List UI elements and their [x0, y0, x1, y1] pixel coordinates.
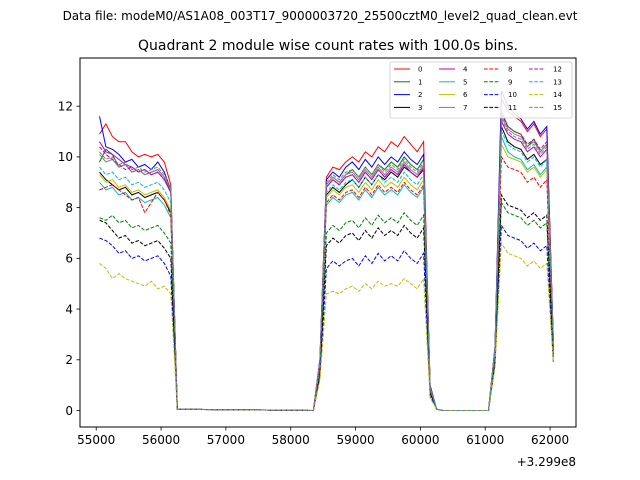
y-tick-label: 2 [65, 353, 73, 367]
x-tick-label: 56000 [142, 433, 180, 447]
series-line-10 [99, 223, 554, 412]
series-line-8 [99, 155, 554, 412]
legend-label-3: 3 [418, 104, 422, 112]
legend-box [389, 61, 573, 119]
series-line-9 [99, 200, 554, 412]
series-line-3 [99, 126, 554, 412]
series-line-14 [99, 241, 554, 412]
legend-label-6: 6 [463, 91, 468, 99]
legend-label-14: 14 [553, 91, 562, 99]
legend-label-1: 1 [418, 78, 422, 86]
legend-label-10: 10 [508, 91, 517, 99]
x-tick-label: 62000 [531, 433, 569, 447]
y-tick-label: 6 [65, 252, 73, 266]
chart-title: Quadrant 2 module wise count rates with … [138, 38, 518, 54]
x-tick-label: 60000 [401, 433, 439, 447]
x-tick-label: 61000 [466, 433, 504, 447]
series-line-11 [99, 193, 554, 412]
legend-label-7: 7 [463, 104, 467, 112]
legend-label-4: 4 [463, 66, 468, 74]
y-tick-label: 0 [65, 404, 73, 418]
x-offset-label: +3.299e8 [517, 455, 576, 469]
y-tick-label: 10 [58, 150, 73, 164]
x-tick-label: 58000 [272, 433, 310, 447]
plot-lines [99, 90, 554, 412]
legend-label-8: 8 [508, 66, 512, 74]
legend-label-2: 2 [418, 91, 422, 99]
legend-label-0: 0 [418, 66, 422, 74]
series-line-5 [99, 136, 554, 412]
series-line-15 [99, 118, 554, 412]
series-line-6 [99, 143, 554, 412]
x-tick-label: 59000 [336, 433, 374, 447]
legend-label-5: 5 [463, 78, 467, 86]
suptitle: Data file: modeM0/AS1A08_003T17_90000037… [63, 9, 578, 23]
legend-label-13: 13 [553, 78, 562, 86]
x-axis: 55000 56000 57000 58000 59000 60000 61000 62000 [77, 427, 569, 447]
series-line-13 [99, 131, 554, 412]
y-tick-label: 8 [65, 201, 73, 215]
y-tick-label: 4 [65, 302, 73, 316]
y-axis: 0 2 4 6 8 10 12 [58, 99, 80, 418]
series-line-7 [99, 116, 554, 412]
legend-label-15: 15 [553, 104, 562, 112]
x-tick-label: 55000 [77, 433, 115, 447]
legend-label-9: 9 [508, 78, 512, 86]
legend-label-11: 11 [508, 104, 517, 112]
legend-label-12: 12 [553, 66, 562, 74]
axes-frame [79, 57, 577, 428]
x-tick-label: 57000 [207, 433, 245, 447]
y-tick-label: 12 [58, 99, 73, 113]
